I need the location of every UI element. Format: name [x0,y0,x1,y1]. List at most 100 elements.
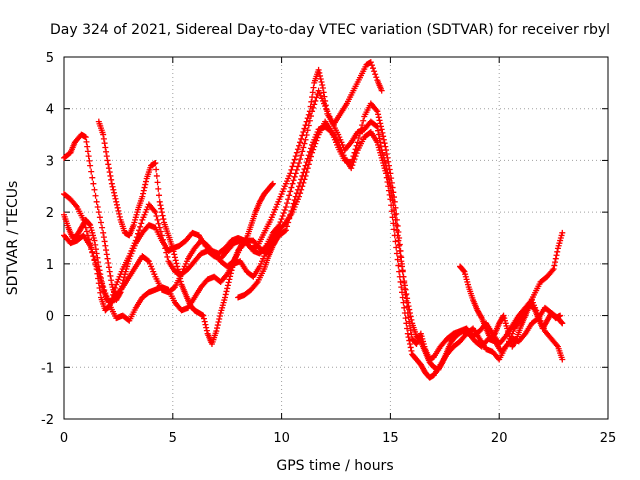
data-point [299,183,306,190]
data-point [170,248,177,255]
data-point [407,344,414,351]
data-point [309,149,316,156]
data-point [105,264,112,271]
data-point [297,190,304,197]
data-point [86,221,93,228]
data-point [392,238,399,245]
data-point [91,237,98,244]
data-point [88,246,95,253]
data-point [378,87,385,94]
data-point [102,144,109,151]
data-point [300,128,307,135]
data-point [390,189,397,196]
data-point [158,232,165,239]
data-point [287,170,294,177]
data-point [554,248,561,255]
data-point [157,228,164,235]
data-point [222,294,229,301]
data-point [406,318,413,325]
data-point [385,158,392,165]
data-point [354,139,361,146]
data-point [401,279,408,286]
data-point [282,227,289,234]
data-point [396,235,403,241]
y-tick-label: 2 [46,206,54,221]
data-point [133,234,140,241]
data-point [311,143,318,150]
data-point [134,230,141,237]
data-point [291,173,298,180]
data-point [381,140,388,147]
data-point [296,193,303,200]
data-point [287,188,294,195]
data-point [281,220,288,227]
data-point [385,162,392,169]
data-point [320,89,327,96]
data-point [400,273,407,280]
data-point [395,228,402,235]
data-point [82,134,89,141]
data-point [96,214,103,221]
data-point [305,161,312,168]
data-point [394,222,401,229]
data-point [316,69,323,76]
y-tick-label: 5 [46,51,54,66]
data-point [95,270,102,277]
data-point [393,244,400,251]
data-point [89,249,96,256]
data-point [111,192,118,199]
data-point [214,322,221,329]
x-tick-label: 25 [600,431,617,446]
data-point [393,210,400,217]
data-point [377,123,384,130]
data-point [87,242,94,249]
data-point [91,256,98,263]
data-point [380,133,387,140]
data-point [224,285,231,292]
data-point [374,108,381,115]
data-point [380,136,387,143]
data-point [388,179,395,186]
data-point [173,260,180,267]
data-point [222,291,229,298]
data-point [101,140,108,147]
data-point [402,286,409,293]
data-point [319,82,326,89]
data-point [106,268,113,275]
data-point [312,97,319,104]
data-point [312,140,319,147]
data-point [402,315,409,322]
data-point [348,165,355,172]
data-point [104,296,111,303]
y-tick-label: 0 [46,310,54,325]
data-point [103,148,110,155]
data-point [300,179,307,186]
data-point [139,193,146,200]
data-point [102,290,109,297]
data-point [214,325,221,332]
data-point [378,126,385,133]
data-point [103,293,110,300]
data-point [105,259,112,266]
data-point [301,125,308,132]
data-point [388,202,395,209]
data-point [281,228,288,235]
data-point [406,322,413,329]
data-point [375,111,382,118]
data-point [87,162,94,169]
data-point [213,328,220,335]
data-point [100,229,107,236]
data-point [269,180,276,187]
data-point [110,186,117,193]
data-point [298,186,305,193]
data-point [286,192,293,199]
data-point [169,245,176,252]
data-point [398,254,405,261]
data-point [306,157,313,164]
data-point [347,140,354,147]
data-point [397,253,404,260]
data-point [170,284,177,291]
data-point [377,120,384,127]
data-point [274,235,281,241]
data-point [393,250,400,257]
